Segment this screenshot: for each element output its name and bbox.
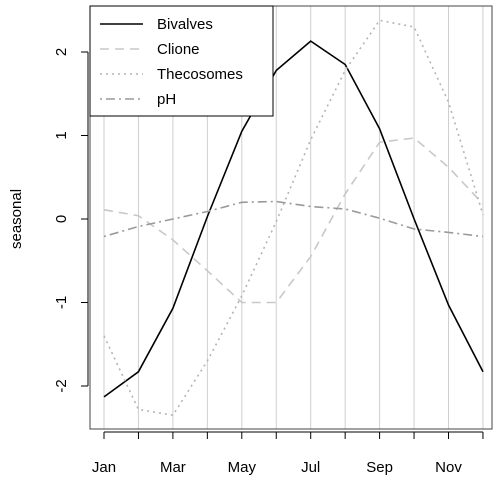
y-tick-label--1: -1	[53, 296, 70, 309]
series-line-ph	[103, 200, 484, 238]
series-layer	[103, 19, 484, 417]
x-tick-label-mar: Mar	[160, 459, 186, 476]
legend: Bivalves Clione Thecosomes pH	[89, 5, 274, 117]
plot-frame	[89, 5, 493, 430]
y-tick-label--2: -2	[53, 379, 70, 392]
axis-layer: Jan Mar May Jul Sep Nov -2 -1 0 1 2	[53, 48, 484, 476]
y-tick-label-1: 1	[53, 131, 70, 139]
y-axis-title: seasonal	[8, 189, 25, 249]
x-tick-label-jul: Jul	[301, 459, 320, 476]
legend-label-clione: Clione	[157, 41, 200, 58]
legend-label-thecosomes: Thecosomes	[157, 66, 243, 83]
x-tick-label-nov: Nov	[435, 459, 462, 476]
series-line-clione	[103, 137, 484, 304]
x-tick-label-may: May	[228, 459, 257, 476]
legend-label-ph: pH	[157, 91, 176, 108]
series-line-bivalves	[103, 40, 484, 398]
y-tick-label-0: 0	[53, 215, 70, 223]
x-tick-label-sep: Sep	[366, 459, 393, 476]
legend-label-bivalves: Bivalves	[157, 16, 213, 33]
x-tick-label-jan: Jan	[92, 459, 116, 476]
y-tick-label-2: 2	[53, 48, 70, 56]
